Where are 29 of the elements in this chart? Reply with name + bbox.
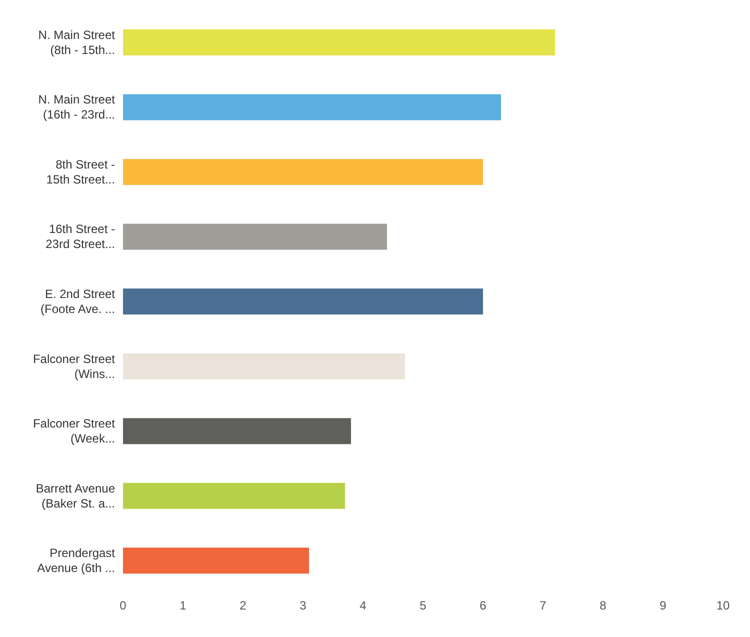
y-tick-label: Prendergast Avenue (6th ... [37, 546, 116, 576]
bar [123, 548, 309, 574]
y-tick-label: Barrett Avenue (Baker St. a... [36, 481, 116, 510]
bar [123, 288, 483, 315]
x-tick-label: 6 [480, 598, 487, 613]
x-tick-label: 4 [360, 598, 367, 613]
x-tick-label: 7 [540, 598, 547, 613]
x-tick-label: 9 [660, 598, 667, 613]
bar [123, 94, 501, 120]
y-tick-label: Falconer Street (Wins... [32, 352, 116, 381]
bar [123, 418, 351, 444]
x-tick-label: 3 [300, 598, 307, 613]
y-tick-label: 8th Street - 15th Street... [46, 157, 115, 186]
x-tick-label: 5 [420, 598, 427, 613]
x-tick-label: 10 [716, 598, 730, 613]
x-tick-label: 0 [120, 598, 127, 613]
y-tick-label: N. Main Street (16th - 23rd... [38, 92, 116, 122]
x-tick-label: 1 [180, 598, 187, 613]
bar [123, 29, 555, 56]
x-tick-label: 2 [240, 598, 247, 613]
y-tick-label: 16th Street - 23rd Street... [46, 222, 115, 252]
y-tick-label: N. Main Street (8th - 15th... [38, 28, 116, 57]
bar [123, 353, 405, 380]
bar [123, 158, 483, 185]
y-tick-label: Falconer Street (Week... [32, 416, 116, 446]
bar [123, 224, 387, 250]
bar [123, 482, 345, 509]
y-tick-label: E. 2nd Street (Foote Ave. ... [40, 287, 116, 316]
x-tick-label: 8 [600, 598, 607, 613]
